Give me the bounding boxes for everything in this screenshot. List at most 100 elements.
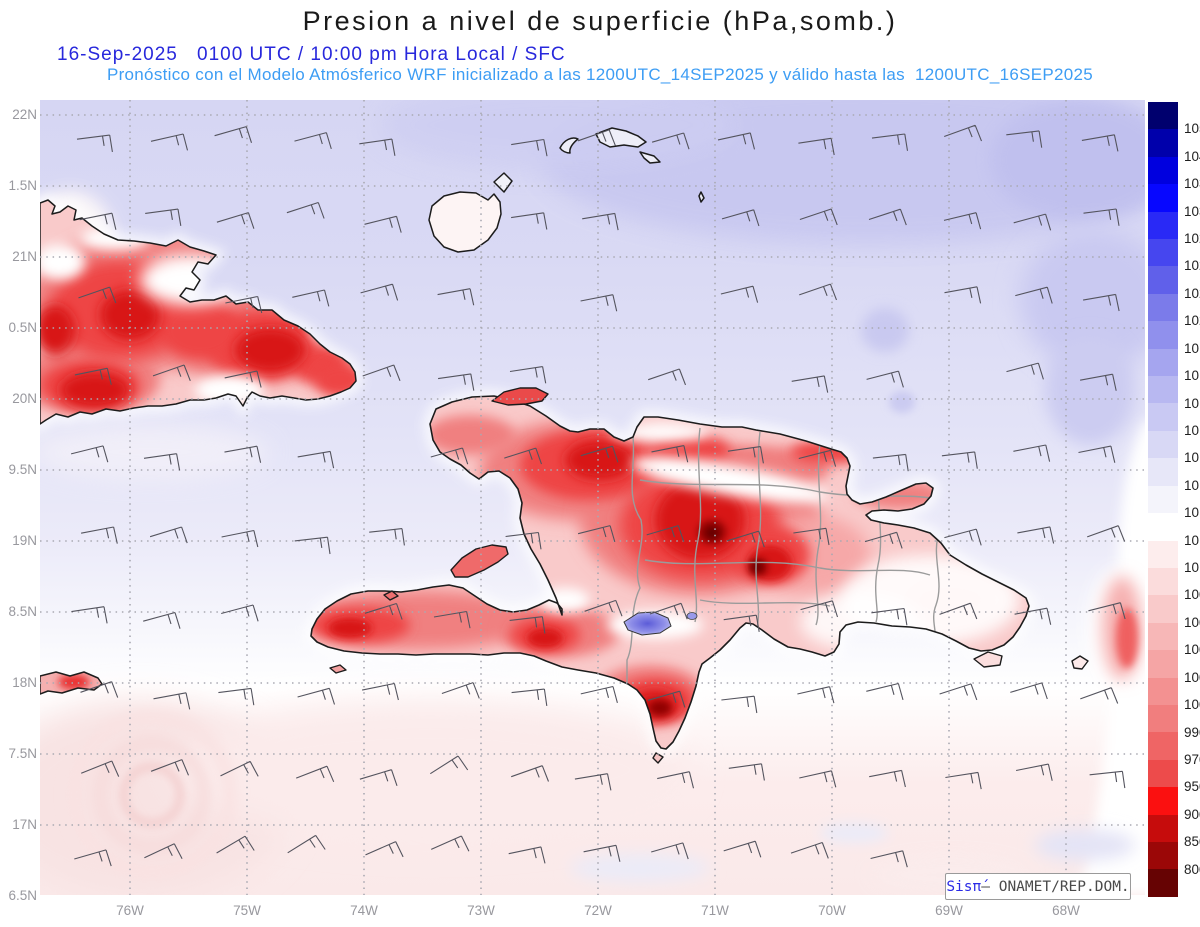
colorbar-swatch — [1148, 787, 1178, 815]
wind-barb — [286, 201, 325, 219]
wind-barb — [430, 835, 470, 852]
colorbar-tick: 1004 — [1184, 642, 1200, 658]
credit-box: Sisπ́ – ONAMET/REP.DOM. — [945, 873, 1131, 900]
colorbar-swatch — [1148, 430, 1178, 459]
lat-tick: 21N — [12, 249, 37, 264]
colorbar-tick: 1035 — [1184, 176, 1200, 192]
wind-barb — [869, 769, 906, 788]
turks-caicos-island — [639, 151, 661, 164]
time-label: 0100 UTC / 10:00 pm Hora Local / SFC — [197, 44, 566, 65]
wind-barb — [1080, 687, 1119, 704]
wind-barb — [728, 763, 765, 781]
colorbar-tick: 1014 — [1184, 477, 1200, 493]
etang-saumatre-lake — [686, 612, 698, 620]
colorbar-swatch — [1148, 513, 1178, 541]
wind-barb — [1013, 213, 1052, 231]
small-islands — [329, 387, 1089, 764]
wind-barb — [509, 366, 547, 384]
wind-barb — [1078, 445, 1116, 463]
colorbar-swatch — [1148, 403, 1178, 431]
wind-barb — [224, 445, 262, 463]
colorbar-tick: 1006 — [1184, 614, 1200, 630]
colorbar-swatch — [1148, 540, 1178, 568]
colorbar-swatch — [1148, 102, 1178, 130]
lat-tick: 8.5N — [8, 604, 37, 619]
forecast-line: Pronóstico con el Modelo Atmósferico WRF… — [106, 65, 1094, 84]
wind-barb — [793, 527, 830, 546]
lat-tick: 9.5N — [8, 462, 37, 477]
wind-barb — [79, 212, 117, 230]
colorbar-tick: 1025 — [1184, 258, 1200, 274]
wind-barb — [438, 373, 475, 391]
wind-barb — [71, 606, 108, 624]
colorbar-tick: 1012 — [1184, 532, 1200, 548]
wind-barb — [651, 842, 689, 860]
colorbar-swatch — [1148, 841, 1178, 870]
wind-barb — [220, 760, 259, 777]
colorbar-swatch — [1148, 348, 1178, 377]
colorbar-swatch — [1148, 485, 1178, 514]
wind-barb — [943, 212, 982, 230]
lon-tick: 75W — [233, 903, 261, 918]
lon-tick: 73W — [467, 903, 495, 918]
wind-barb — [798, 137, 835, 156]
lat-tick: 0.5N — [8, 320, 37, 335]
wind-barb — [1080, 373, 1117, 391]
wind-barb — [504, 447, 543, 465]
colorbar-tick: 1013 — [1184, 505, 1200, 521]
wind-barb — [216, 212, 255, 229]
colorbar-tick: 1000 — [1184, 697, 1200, 713]
wind-barb — [945, 771, 982, 790]
colorbar-swatch — [1148, 184, 1178, 212]
wind-barb — [866, 370, 904, 388]
wind-barb — [939, 683, 978, 701]
wind-barb — [944, 286, 982, 304]
wind-barb — [150, 759, 190, 776]
wind-barb — [721, 209, 760, 227]
lon-tick: 74W — [350, 903, 378, 918]
wind-barb — [369, 528, 405, 546]
wind-barb — [364, 215, 402, 233]
wind-barb — [577, 129, 616, 146]
wind-barb — [143, 453, 181, 471]
wind-barb — [143, 611, 181, 629]
lat-tick: 6.5N — [8, 888, 37, 903]
wind-barb — [720, 285, 759, 303]
lon-tick: 68W — [1052, 903, 1080, 918]
datetime-line: 16-Sep-2025 0100 UTC / 10:00 pm Hora Loc… — [0, 44, 1200, 65]
wind-barb — [797, 686, 835, 704]
colorbar-swatch — [1148, 211, 1178, 240]
mona-island — [1071, 655, 1089, 670]
colorbar-tick: 1002 — [1184, 669, 1200, 685]
wind-barb — [294, 536, 331, 555]
colorbar-swatch — [1148, 376, 1178, 404]
wind-barb — [1087, 525, 1126, 542]
wind-barb — [218, 687, 255, 706]
wind-barb — [362, 364, 401, 382]
turks-caicos-island — [595, 127, 647, 148]
pressure-map-canvas — [0, 75, 1200, 900]
small-cay — [698, 191, 705, 203]
wind-barb — [721, 695, 758, 714]
wind-barb — [364, 602, 403, 620]
lake-enriquillo — [623, 611, 672, 636]
wind-barb — [939, 602, 978, 620]
wind-barb — [577, 525, 616, 543]
lon-tick: 71W — [701, 903, 729, 918]
pressure-colorbar — [1148, 102, 1178, 897]
lat-lon-gridlines — [40, 100, 1145, 897]
lat-tick: 1.5N — [8, 178, 37, 193]
wind-barb — [944, 124, 983, 142]
wind-barb — [296, 765, 335, 783]
colorbar-swatch — [1148, 293, 1178, 322]
wind-barb — [584, 599, 623, 617]
wind-barb — [1081, 134, 1119, 152]
ile-a-vache-island — [329, 664, 347, 674]
wind-barb — [866, 682, 904, 701]
wind-barb — [1083, 208, 1120, 226]
wind-barb — [511, 212, 548, 230]
wind-barb — [1010, 682, 1048, 700]
cayemites-island — [383, 590, 399, 601]
credit-logo: Sisπ́ — [946, 878, 982, 895]
